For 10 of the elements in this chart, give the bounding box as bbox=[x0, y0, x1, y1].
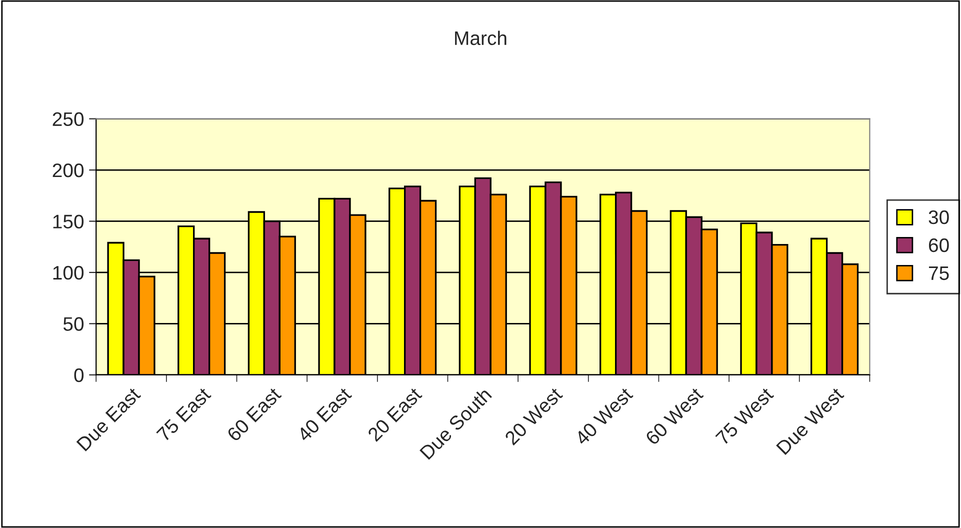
y-tick-label: 200 bbox=[52, 163, 84, 178]
y-tick-label: 100 bbox=[53, 266, 84, 280]
y-tick-label: 150 bbox=[53, 214, 84, 228]
y-tick-label: 50 bbox=[63, 317, 84, 331]
chart-title: March bbox=[455, 30, 506, 46]
y-tick-label: 0 bbox=[74, 368, 84, 382]
legend-label: 60 bbox=[928, 238, 949, 252]
y-tick-label: 250 bbox=[52, 112, 84, 126]
legend-label: 30 bbox=[928, 210, 949, 224]
legend-label: 75 bbox=[928, 266, 949, 280]
